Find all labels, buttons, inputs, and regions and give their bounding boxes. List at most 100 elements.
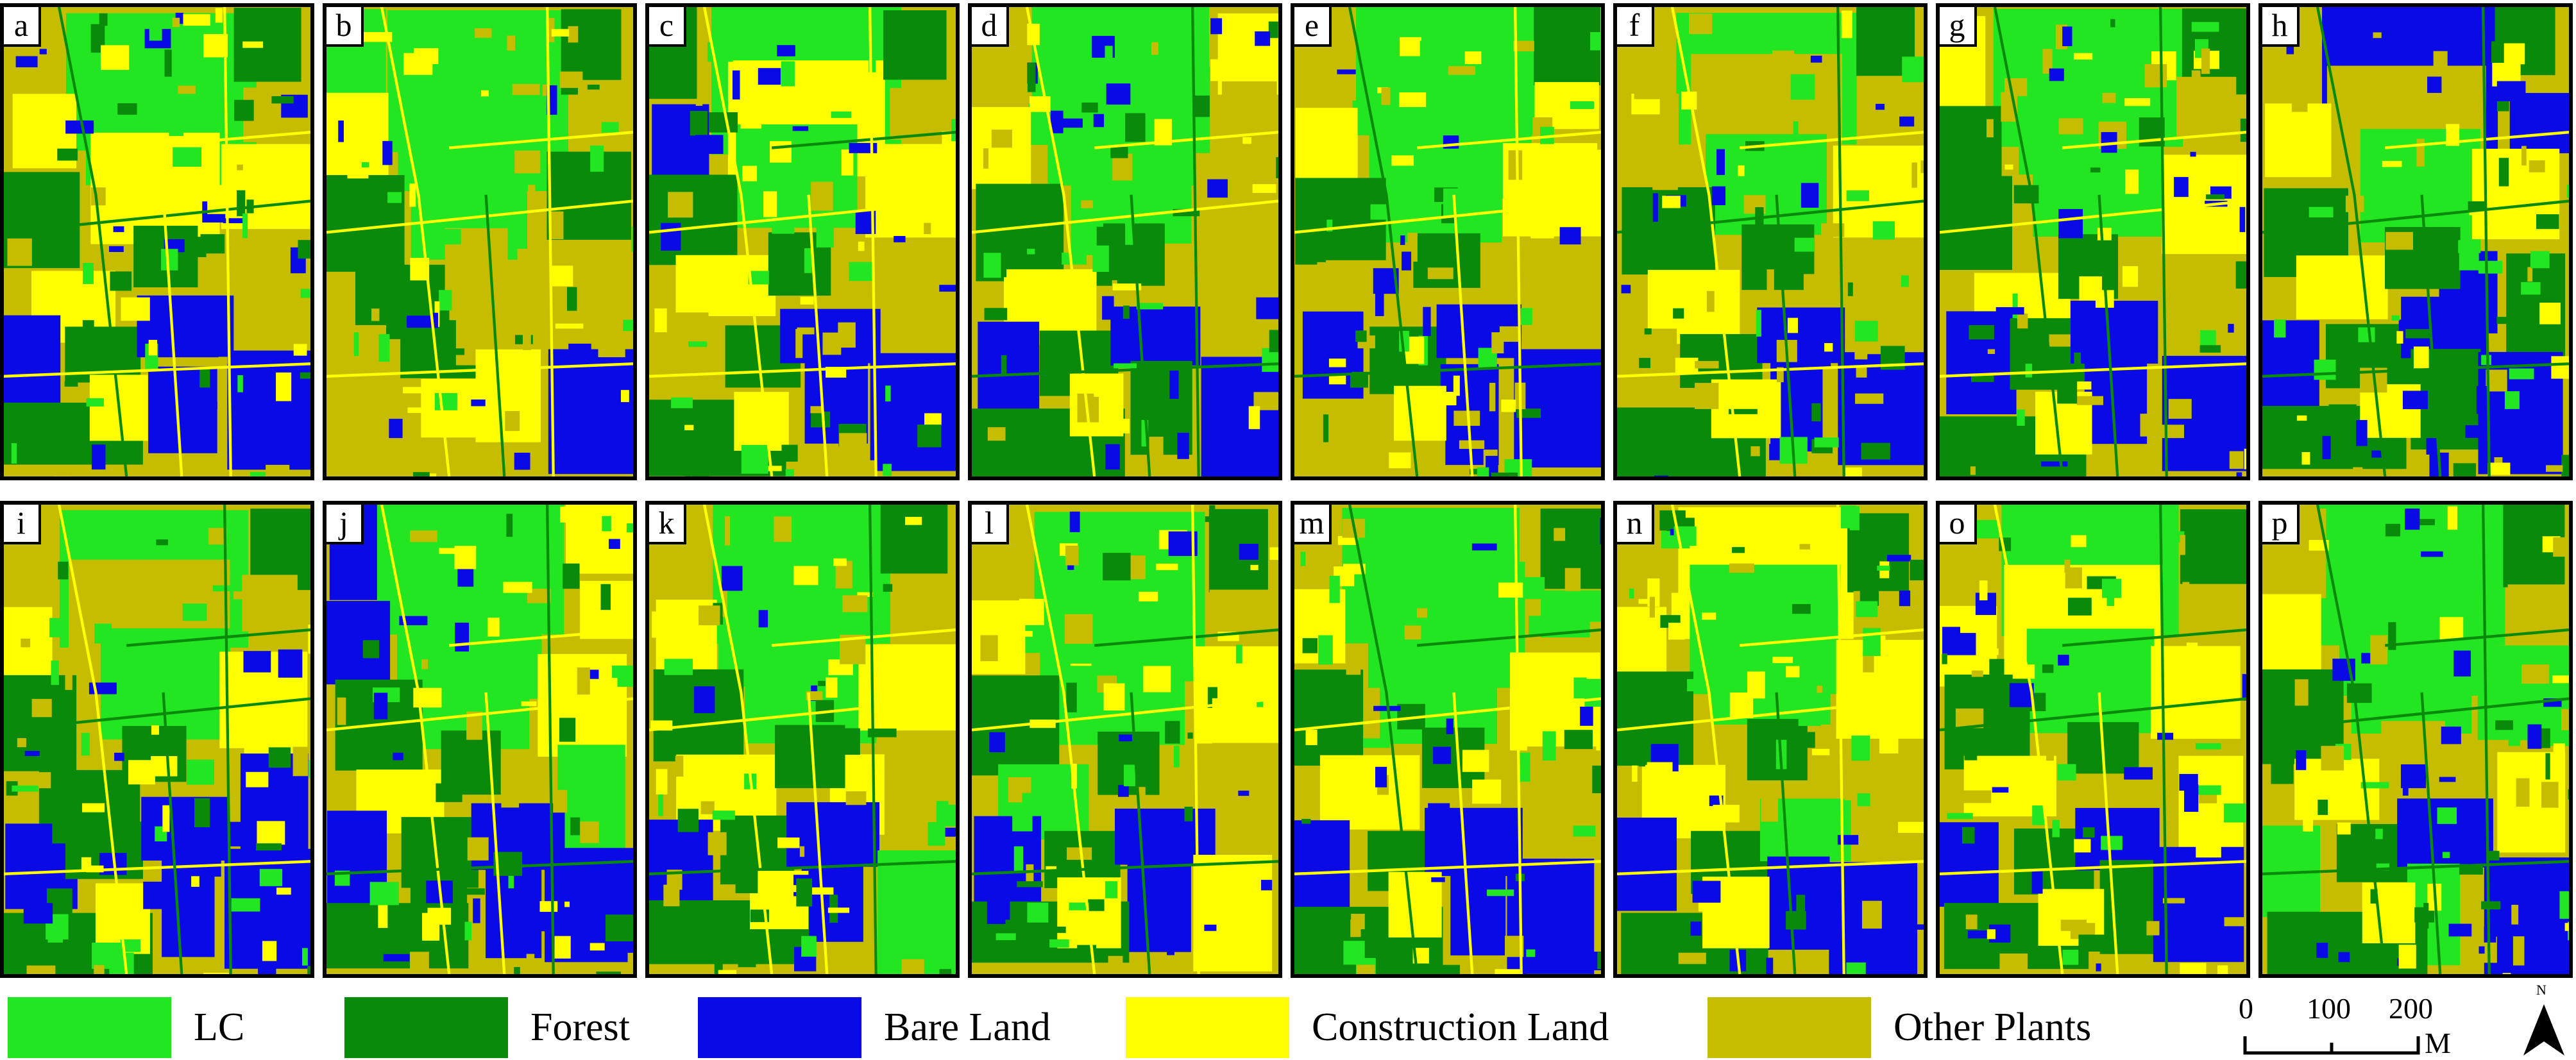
- map-patch-construction: [1462, 750, 1489, 772]
- map-road-line: [1094, 131, 1278, 149]
- map-patch-other: [2529, 160, 2545, 172]
- map-patch-bare: [15, 56, 38, 67]
- map-patch-lc: [1856, 601, 1878, 618]
- map-patch-construction: [675, 255, 776, 316]
- map-patch-forest: [1165, 721, 1180, 744]
- map-patch-other: [901, 959, 924, 974]
- map-patch-construction: [2551, 356, 2569, 379]
- map-patch-other: [2561, 709, 2569, 730]
- map-patch-forest: [685, 475, 691, 476]
- map-patch-lc: [1326, 219, 1333, 231]
- map-patch-other: [2546, 465, 2563, 472]
- map-patch-bare: [2521, 397, 2539, 421]
- map-patch-construction: [755, 793, 769, 807]
- map-patch-construction: [777, 837, 800, 848]
- map-patch-other: [2187, 589, 2246, 652]
- map-patch-other: [526, 954, 535, 973]
- map-patch-other: [1872, 764, 1896, 778]
- map-road-line: [126, 628, 310, 647]
- map-patch-forest: [796, 879, 813, 907]
- map-patch-forest: [2205, 194, 2224, 199]
- classification-map: [972, 505, 1278, 974]
- map-patch-other: [1856, 367, 1867, 378]
- map-patch-forest: [880, 505, 948, 574]
- map-road-line: [2062, 628, 2246, 647]
- map-patch-other: [839, 433, 867, 460]
- map-road-line: [1617, 860, 1924, 876]
- map-patch-forest: [939, 969, 952, 974]
- map-patch-construction: [1617, 607, 1666, 682]
- map-patch-other: [1965, 914, 1978, 929]
- map-patch-lc: [785, 469, 794, 476]
- map-patch-construction: [276, 888, 291, 895]
- map-patch-bare: [473, 898, 480, 923]
- map-patch-lc: [1519, 752, 1530, 782]
- map-patch-forest: [1910, 559, 1924, 581]
- map-patch-construction: [560, 506, 580, 523]
- map-road-line: [1940, 697, 2246, 732]
- map-patch-other: [475, 28, 492, 38]
- map-patch-construction: [2262, 594, 2321, 679]
- map-patch-other: [514, 150, 541, 174]
- north-label: N: [2536, 982, 2546, 998]
- map-patch-bare: [1471, 543, 1497, 551]
- map-patch-forest: [1732, 547, 1745, 553]
- map-patch-lc: [983, 253, 1001, 278]
- legend-swatch-lc: [8, 997, 171, 1058]
- map-patch-bare: [2236, 472, 2242, 476]
- map-patch-lc: [259, 869, 283, 886]
- classification-map: [1940, 7, 2246, 476]
- map-patch-construction: [2296, 415, 2307, 421]
- map-patch-construction: [734, 392, 789, 451]
- map-patch-bare: [113, 226, 124, 232]
- map-patch-construction: [1019, 598, 1044, 625]
- map-road-line: [1294, 860, 1601, 876]
- map-patch-construction: [2265, 103, 2332, 178]
- map-patch-forest: [1209, 505, 1216, 528]
- map-patch-construction: [402, 387, 426, 394]
- map-patch-other: [1067, 847, 1092, 860]
- map-patch-other: [915, 252, 931, 280]
- map-patch-construction: [1217, 13, 1278, 95]
- map-patch-bare: [1423, 307, 1431, 337]
- map-road-line: [649, 362, 956, 378]
- map-patch-other: [668, 192, 693, 218]
- map-patch-construction: [403, 53, 433, 75]
- map-patch-forest: [2536, 214, 2559, 230]
- map-patch-forest: [563, 563, 580, 589]
- map-patch-forest: [818, 680, 828, 686]
- map-patch-other: [1350, 919, 1361, 938]
- map-patch-bare: [1337, 69, 1356, 74]
- map-patch-lc: [2504, 391, 2520, 409]
- map-patch-bare: [2405, 509, 2420, 530]
- map-patch-forest: [1194, 95, 1210, 117]
- map-patch-lc: [671, 397, 693, 408]
- map-patch-lc: [2017, 409, 2025, 426]
- map-patch-bare: [2465, 425, 2484, 438]
- map-patch-bare: [376, 660, 385, 671]
- map-patch-bare: [2477, 8, 2493, 27]
- map-patch-other: [918, 596, 936, 616]
- map-patch-construction: [2502, 973, 2511, 974]
- map-patch-other: [1564, 568, 1581, 591]
- map-road-line: [1740, 628, 1924, 647]
- map-patch-lc: [231, 898, 260, 912]
- map-patch-construction: [539, 901, 558, 912]
- map-patch-other: [1597, 328, 1601, 348]
- map-patch-forest: [2545, 753, 2550, 780]
- map-patch-lc: [1136, 303, 1164, 310]
- map-patch-lc: [2062, 950, 2079, 965]
- map-road-line: [380, 505, 451, 974]
- map-patch-other: [1513, 40, 1534, 52]
- panel-label-n: n: [1617, 505, 1654, 544]
- map-patch-forest: [1041, 232, 1063, 245]
- map-patch-bare: [1899, 590, 1911, 607]
- map-patch-construction: [151, 756, 178, 777]
- map-patch-lc: [2025, 364, 2033, 378]
- map-patch-other: [1346, 657, 1361, 675]
- map-patch-bare: [1766, 957, 1774, 974]
- map-patch-other: [1678, 952, 1706, 964]
- map-patch-forest: [2240, 118, 2246, 142]
- map-patch-bare: [2427, 76, 2442, 93]
- map-patch-forest: [82, 320, 94, 342]
